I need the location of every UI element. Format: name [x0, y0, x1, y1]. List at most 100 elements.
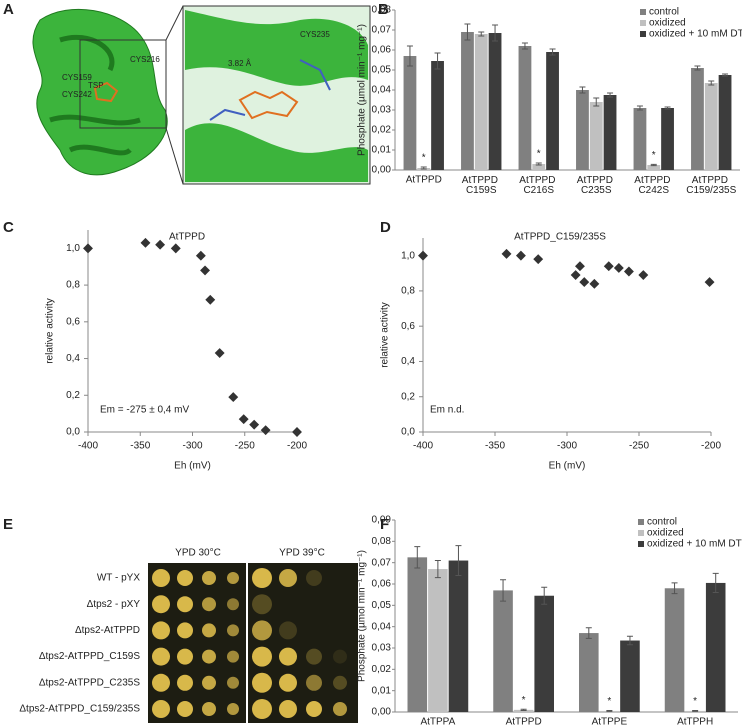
error-bar	[414, 546, 421, 569]
annotation: Em n.d.	[430, 405, 464, 416]
point	[579, 277, 590, 288]
bar	[620, 640, 640, 712]
chart-title: AtTPPD	[169, 232, 205, 243]
legend-swatch	[638, 519, 644, 525]
condition-label: YPD 39°C	[279, 548, 325, 559]
bar	[546, 52, 559, 170]
error-bar	[607, 92, 614, 98]
bar	[647, 165, 661, 170]
bar	[633, 108, 647, 170]
y-tick-label: 0,08	[372, 536, 392, 547]
spot	[333, 649, 347, 664]
point	[205, 294, 216, 305]
x-tick-label: AtTPPA	[420, 717, 455, 727]
error-bar	[478, 31, 485, 37]
point	[228, 392, 239, 403]
bar	[518, 46, 532, 170]
spot	[279, 647, 297, 666]
legend-label: oxidized	[647, 528, 684, 539]
error-bar	[593, 97, 600, 107]
x-tick-label: AtTPPE	[592, 717, 628, 727]
legend-label: oxidized + 10 mM DTT	[647, 539, 742, 550]
legend-swatch	[640, 9, 646, 15]
y-tick-label: 0,03	[372, 105, 392, 116]
bar	[576, 90, 589, 170]
error-bar	[455, 545, 462, 576]
y-tick-label: 0,09	[372, 515, 392, 526]
bar	[403, 56, 417, 170]
significance-mark: *	[537, 149, 541, 160]
x-tick-label: -300	[182, 441, 202, 452]
spot	[202, 623, 216, 638]
error-bar	[492, 24, 499, 42]
panel-label: C	[3, 219, 14, 236]
spot	[177, 570, 193, 586]
bar	[474, 34, 488, 170]
spot	[152, 569, 170, 587]
point	[515, 250, 526, 261]
bar	[428, 569, 448, 712]
point	[418, 250, 428, 261]
y-tick-label: 0,01	[372, 145, 392, 156]
error-bar	[406, 45, 413, 67]
legend-swatch	[640, 20, 646, 26]
structure-label: CYS216	[130, 55, 160, 64]
panel-label: D	[380, 219, 391, 236]
spot	[227, 572, 239, 584]
x-tick-label: -200	[287, 441, 307, 452]
y-tick-label: 0,03	[372, 643, 392, 654]
spot	[202, 597, 216, 612]
panel-label: F	[380, 516, 389, 533]
error-bar	[694, 65, 701, 71]
spot	[227, 650, 239, 663]
spot	[279, 700, 297, 718]
error-bar	[606, 710, 613, 712]
bar	[431, 61, 444, 170]
spot	[252, 699, 272, 719]
y-tick-label: 0,07	[372, 25, 392, 36]
x-tick-label: -350	[485, 441, 505, 452]
spot	[152, 595, 170, 614]
y-tick-label: 0,08	[372, 5, 392, 16]
x-tick-label: AtTPPD C159S	[462, 175, 501, 196]
point	[249, 419, 260, 430]
spot-plate	[148, 563, 358, 723]
error-bar	[434, 52, 441, 70]
y-tick-label: 0,0	[66, 427, 80, 438]
error-bar	[420, 166, 427, 170]
y-tick-label: 0,02	[372, 664, 392, 675]
structure-label: 3.82 Å	[228, 59, 252, 68]
spot	[252, 594, 272, 615]
bar	[579, 633, 599, 712]
bar	[704, 83, 718, 170]
point	[570, 270, 581, 280]
x-tick-label: AtTPPD C159/235S	[686, 175, 736, 196]
y-tick-label: 0,05	[372, 65, 392, 76]
x-tick-label: AtTPPD	[506, 717, 542, 727]
panel-label: B	[378, 1, 389, 18]
legend-label: oxidized	[649, 18, 686, 29]
y-axis-label: relative activity	[380, 302, 391, 368]
spot	[252, 620, 272, 641]
point	[83, 243, 93, 254]
error-bar	[541, 586, 548, 605]
point	[603, 261, 614, 272]
point	[214, 348, 225, 358]
spot	[202, 571, 216, 585]
error-bar	[579, 86, 586, 94]
spot	[333, 702, 347, 716]
error-bar	[692, 710, 699, 712]
y-tick-label: 0,07	[372, 557, 392, 568]
point	[200, 265, 210, 276]
spot	[152, 700, 170, 718]
strain-label: Δtps2-AtTPPD_C235S	[39, 677, 140, 688]
legend-label: control	[649, 7, 679, 18]
x-tick-label: -250	[235, 441, 255, 452]
x-tick-label: -250	[629, 441, 649, 452]
y-tick-label: 1,0	[401, 250, 415, 261]
significance-mark: *	[522, 695, 526, 706]
bar	[718, 75, 732, 170]
legend-swatch	[638, 530, 644, 536]
legend-swatch	[638, 541, 644, 547]
